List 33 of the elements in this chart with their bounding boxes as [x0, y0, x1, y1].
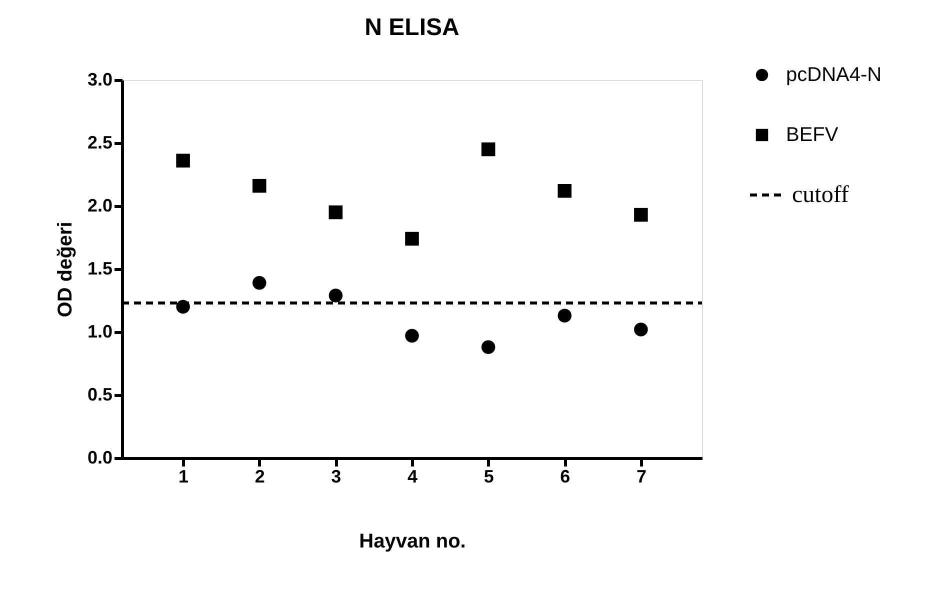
- x-tick-label: 3: [331, 466, 342, 486]
- point: [252, 178, 266, 193]
- y-tick-label: 2.0: [87, 196, 112, 216]
- point: [558, 184, 572, 198]
- point: [176, 154, 190, 168]
- y-tick-label: 0.0: [87, 448, 112, 468]
- point: [328, 288, 343, 302]
- x-tick-label: 7: [636, 466, 646, 486]
- point: [481, 142, 496, 156]
- point: [328, 205, 343, 220]
- y-tick-label: 0.5: [87, 384, 112, 404]
- x-tick-label: 6: [560, 466, 570, 486]
- point: [481, 340, 496, 354]
- x-tick-label: 2: [254, 466, 265, 486]
- point: [405, 232, 419, 246]
- x-tick-label: 5: [484, 466, 494, 486]
- point: [405, 328, 419, 343]
- legend-label: BEFV: [786, 124, 839, 146]
- point: [252, 276, 266, 290]
- x-tick-label: 4: [407, 466, 418, 486]
- y-tick-label: 3.0: [87, 70, 112, 90]
- y-axis-title: OD değeri: [54, 222, 76, 318]
- x-axis-title: Hayvan no.: [359, 530, 466, 552]
- point: [558, 308, 572, 322]
- chart-title: N ELISA: [364, 14, 460, 41]
- y-tick-label: 1.0: [87, 322, 112, 342]
- y-tick-label: 1.5: [87, 258, 112, 278]
- point: [634, 322, 648, 336]
- legend-label: pcDNA4-N: [786, 64, 882, 86]
- legend-label: cutoff: [792, 182, 849, 208]
- y-tick-label: 2.5: [87, 132, 112, 152]
- point: [634, 208, 648, 222]
- x-tick-label: 1: [178, 466, 189, 486]
